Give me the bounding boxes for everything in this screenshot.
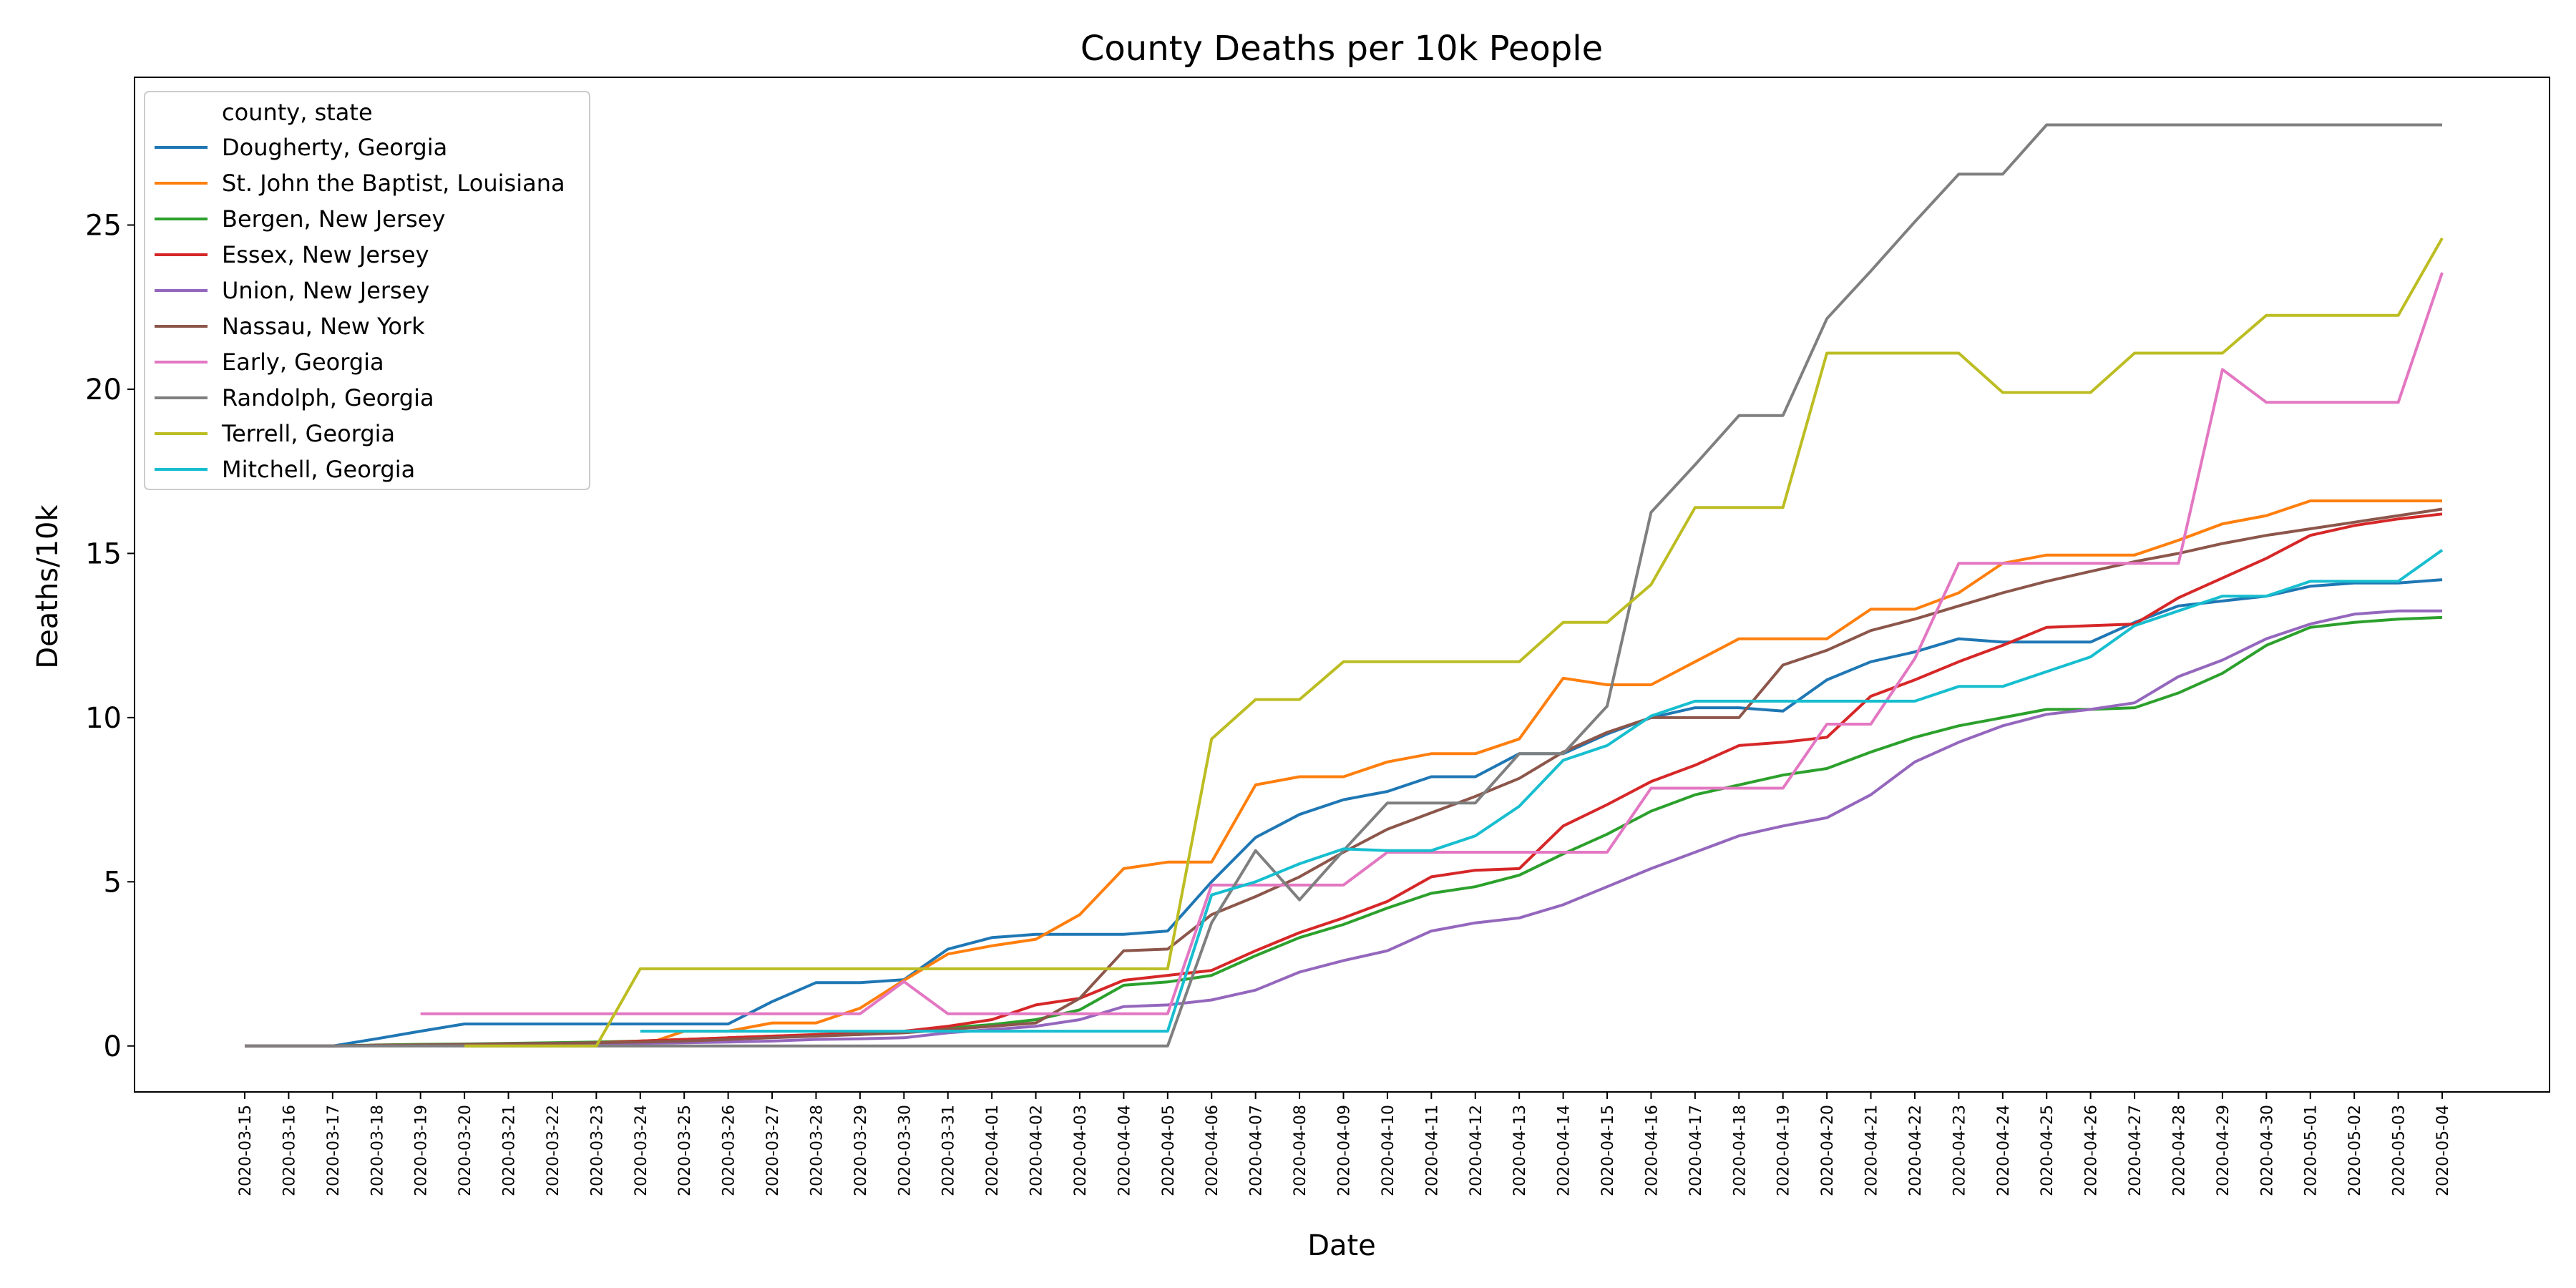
x-tick-label: 2020-04-01: [984, 1105, 1002, 1196]
x-tick-label: 2020-03-25: [676, 1105, 694, 1196]
plot-area: [245, 123, 2444, 1048]
x-tick-label: 2020-03-24: [633, 1105, 650, 1196]
x-tick-label: 2020-04-04: [1116, 1105, 1133, 1196]
series-line-7: [245, 123, 2442, 1048]
x-tick-label: 2020-04-11: [1423, 1105, 1441, 1196]
y-tick-label: 0: [104, 1030, 122, 1063]
legend: county, state Dougherty, Georgia St. John…: [144, 91, 590, 490]
legend-box: [144, 91, 590, 490]
x-tick-label: 2020-04-24: [1995, 1105, 2013, 1196]
x-tick-label: 2020-03-23: [588, 1105, 606, 1196]
legend-label-9: Mitchell, Georgia: [222, 456, 415, 483]
x-tick-label: 2020-04-22: [1907, 1105, 1925, 1196]
x-tick-label: 2020-03-18: [369, 1105, 386, 1196]
x-tick-label: 2020-04-18: [1731, 1105, 1749, 1196]
x-tick-label: 2020-03-26: [721, 1105, 738, 1196]
x-tick-label: 2020-04-15: [1599, 1105, 1617, 1196]
x-axis-label: Date: [1307, 1229, 1376, 1262]
y-tick-label: 15: [85, 537, 122, 570]
x-tick-label: 2020-03-15: [237, 1105, 255, 1196]
series-line-8: [464, 237, 2444, 1048]
legend-label-7: Randolph, Georgia: [222, 384, 434, 411]
x-axis: 2020-03-15 2020-03-16 2020-03-17 2020-03-18…: [237, 1092, 2452, 1196]
x-tick-label: 2020-03-20: [457, 1105, 474, 1196]
x-tick-label: 2020-04-20: [1819, 1105, 1837, 1196]
legend-label-4: Union, New Jersey: [222, 277, 429, 304]
x-tick-label: 2020-03-16: [280, 1105, 298, 1196]
x-tick-label: 2020-04-12: [1468, 1105, 1485, 1196]
series-line-6: [420, 272, 2444, 1015]
y-tick-label: 25: [85, 210, 122, 243]
x-tick-label: 2020-03-22: [545, 1105, 562, 1196]
x-tick-label: 2020-03-17: [325, 1105, 343, 1196]
x-tick-label: 2020-05-03: [2391, 1105, 2409, 1196]
legend-label-5: Nassau, New York: [222, 313, 425, 340]
x-tick-label: 2020-05-04: [2434, 1105, 2452, 1196]
x-tick-label: 2020-03-27: [764, 1105, 782, 1196]
x-tick-label: 2020-04-25: [2039, 1105, 2057, 1196]
legend-title: county, state: [222, 99, 373, 126]
x-tick-label: 2020-04-26: [2083, 1105, 2101, 1196]
chart-title: County Deaths per 10k People: [1080, 29, 1603, 69]
x-tick-label: 2020-03-19: [413, 1105, 431, 1196]
y-axis-label: Deaths/10k: [31, 504, 64, 669]
x-tick-label: 2020-03-31: [940, 1105, 958, 1196]
legend-label-8: Terrell, Georgia: [221, 420, 395, 447]
x-tick-label: 2020-04-23: [1951, 1105, 1968, 1196]
x-tick-label: 2020-03-28: [808, 1105, 826, 1196]
x-tick-label: 2020-05-01: [2303, 1105, 2321, 1196]
x-tick-label: 2020-04-02: [1028, 1105, 1046, 1196]
x-tick-label: 2020-04-03: [1072, 1105, 1090, 1196]
series-line-9: [640, 549, 2444, 1033]
x-tick-label: 2020-04-06: [1204, 1105, 1221, 1196]
plot-frame: [134, 77, 2550, 1093]
x-tick-label: 2020-04-14: [1556, 1105, 1574, 1196]
series-line-1: [640, 499, 2442, 1048]
y-axis: 0 5 10 15 20 25: [85, 210, 135, 1063]
y-tick-label: 10: [85, 702, 122, 735]
x-tick-label: 2020-03-30: [896, 1105, 914, 1196]
x-tick-label: 2020-04-08: [1292, 1105, 1309, 1196]
x-tick-label: 2020-03-29: [852, 1105, 870, 1196]
x-tick-label: 2020-04-07: [1248, 1105, 1266, 1196]
x-tick-label: 2020-03-21: [501, 1105, 519, 1196]
legend-label-6: Early, Georgia: [222, 348, 384, 376]
x-tick-label: 2020-05-02: [2346, 1105, 2364, 1196]
x-tick-label: 2020-04-30: [2258, 1105, 2276, 1196]
x-tick-label: 2020-04-21: [1863, 1105, 1881, 1196]
x-tick-label: 2020-04-10: [1380, 1105, 1397, 1196]
x-tick-label: 2020-04-19: [1775, 1105, 1793, 1196]
x-tick-label: 2020-04-05: [1160, 1105, 1178, 1196]
x-tick-label: 2020-04-29: [2215, 1105, 2233, 1196]
y-tick-label: 20: [85, 374, 122, 406]
legend-label-3: Essex, New Jersey: [222, 241, 429, 268]
x-tick-label: 2020-04-13: [1511, 1105, 1529, 1196]
y-tick-label: 5: [104, 866, 122, 899]
legend-label-2: Bergen, New Jersey: [222, 205, 445, 233]
legend-label-1: St. John the Baptist, Louisiana: [222, 170, 565, 197]
x-tick-label: 2020-04-09: [1336, 1105, 1354, 1196]
x-tick-label: 2020-04-27: [2127, 1105, 2145, 1196]
series-line-0: [245, 578, 2443, 1048]
x-tick-label: 2020-04-16: [1643, 1105, 1661, 1196]
legend-label-0: Dougherty, Georgia: [222, 134, 447, 161]
x-tick-label: 2020-04-28: [2170, 1105, 2188, 1196]
x-tick-label: 2020-04-17: [1687, 1105, 1705, 1196]
